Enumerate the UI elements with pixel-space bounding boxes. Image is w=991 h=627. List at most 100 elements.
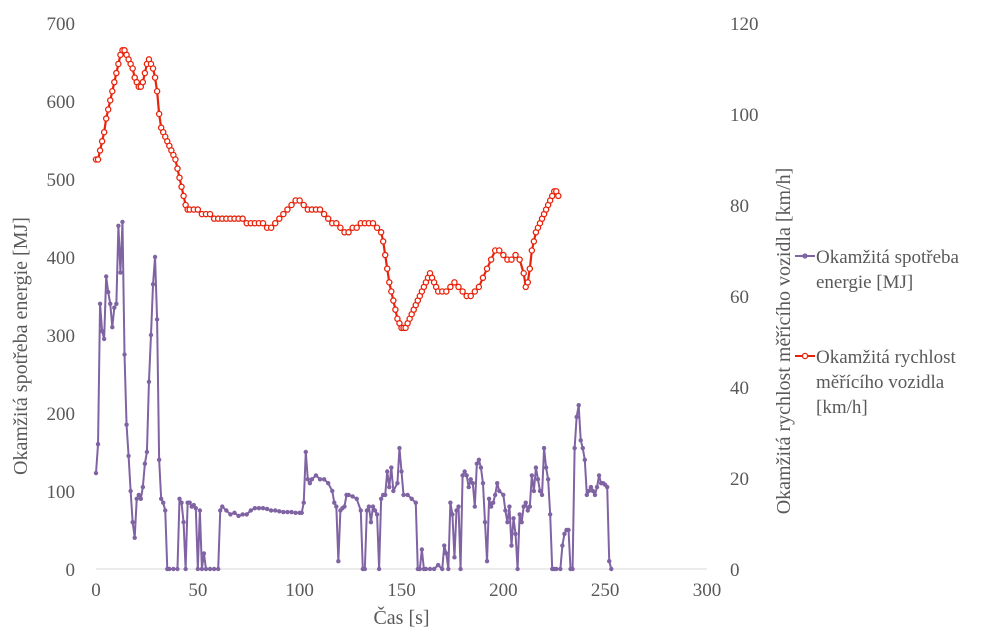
- data-point: [458, 566, 463, 572]
- data-point: [470, 481, 475, 486]
- series-line: [96, 49, 560, 329]
- data-point: [397, 445, 402, 451]
- data-point: [139, 78, 147, 86]
- data-point: [490, 500, 496, 505]
- data-point: [180, 192, 187, 200]
- data-point: [479, 274, 487, 282]
- y-right-tick-label: 80: [730, 196, 749, 217]
- data-point: [345, 229, 352, 236]
- data-point: [423, 566, 429, 572]
- data-point: [293, 510, 298, 516]
- y-right-tick-label: 120: [730, 14, 759, 35]
- data-point: [509, 543, 514, 548]
- data-point: [580, 445, 585, 451]
- data-point: [109, 88, 116, 95]
- data-point: [161, 500, 166, 505]
- data-point: [496, 247, 503, 254]
- data-point: [107, 97, 114, 104]
- data-point: [586, 488, 592, 494]
- data-point: [104, 106, 112, 113]
- data-point: [256, 505, 262, 511]
- x-tick-label: 100: [285, 580, 314, 601]
- data-point: [353, 224, 360, 231]
- data-point: [390, 297, 397, 304]
- data-point: [99, 328, 105, 334]
- data-point: [100, 128, 108, 136]
- legend-item-energy: Okamžitá spotřeba energie [MJ]: [795, 247, 960, 293]
- data-point: [364, 508, 370, 513]
- data-point: [252, 505, 258, 511]
- data-point: [584, 492, 590, 498]
- data-point: [259, 219, 267, 227]
- data-point: [218, 508, 223, 513]
- data-point: [134, 496, 139, 501]
- data-point: [216, 566, 221, 572]
- data-point: [492, 492, 498, 498]
- data-point: [301, 500, 306, 505]
- y-right-tick-label: 0: [730, 560, 740, 581]
- x-tick-label: 0: [91, 580, 101, 601]
- y-left-tick-label: 300: [47, 326, 76, 347]
- y-right-tick-label: 20: [730, 469, 749, 490]
- data-point: [281, 509, 286, 515]
- legend-label-speed: Okamžitá rychlost měřícího vozidla [km/h]: [816, 347, 957, 418]
- data-point: [336, 559, 341, 564]
- data-point: [320, 210, 328, 218]
- data-point: [172, 156, 179, 163]
- data-point: [520, 269, 527, 277]
- y-right-tick-label: 100: [730, 105, 759, 126]
- data-point: [224, 508, 229, 513]
- data-point: [94, 156, 102, 163]
- data-point: [381, 251, 389, 259]
- data-point: [96, 147, 104, 154]
- data-point: [447, 283, 454, 291]
- data-point: [187, 500, 192, 505]
- data-point: [566, 527, 571, 533]
- data-point: [108, 301, 113, 306]
- data-point: [475, 283, 483, 291]
- y-left-tick-label: 400: [47, 248, 76, 269]
- y-right-tick-label: 60: [730, 287, 749, 308]
- data-point: [455, 283, 462, 291]
- data-point: [471, 288, 479, 295]
- data-point: [399, 469, 404, 474]
- data-point: [126, 453, 131, 459]
- data-point: [515, 566, 520, 572]
- data-point: [122, 352, 127, 357]
- data-point: [201, 551, 207, 556]
- data-point: [264, 506, 270, 512]
- series-energy: [93, 219, 614, 572]
- data-point: [148, 332, 154, 338]
- data-point: [459, 288, 466, 295]
- data-point: [129, 65, 136, 72]
- y-left-tick-label: 100: [47, 482, 76, 503]
- data-point: [156, 457, 162, 462]
- y-left-axis-title: Okamžitá spotřeba energie [MJ]: [10, 217, 32, 475]
- x-tick-label: 50: [188, 580, 207, 601]
- data-point: [332, 500, 337, 505]
- data-point: [207, 566, 213, 572]
- data-point: [155, 110, 163, 118]
- y-left-tick-label: 700: [47, 14, 76, 35]
- series-speed: [92, 47, 562, 332]
- legend: Okamžitá spotřeba energie [MJ] Okamžitá r…: [795, 247, 960, 418]
- data-point: [576, 403, 581, 408]
- y-left-tick-label: 500: [47, 170, 76, 191]
- data-point: [508, 256, 515, 263]
- data-point: [486, 496, 492, 501]
- data-point: [541, 445, 547, 451]
- data-point: [507, 504, 512, 509]
- data-point: [467, 292, 474, 300]
- data-point: [141, 69, 149, 77]
- data-point: [500, 251, 507, 259]
- data-point: [236, 513, 241, 519]
- data-point: [537, 488, 543, 494]
- data-point: [260, 505, 266, 511]
- data-point: [368, 520, 374, 525]
- data-point: [167, 566, 172, 572]
- data-point: [444, 551, 449, 556]
- y-left-tick-labels: 0 100 200 300 400 500 600 700: [47, 14, 76, 581]
- legend-item-speed: Okamžitá rychlost měřícího vozidla [km/h]: [795, 347, 957, 418]
- data-point: [511, 516, 516, 521]
- data-point: [472, 504, 478, 509]
